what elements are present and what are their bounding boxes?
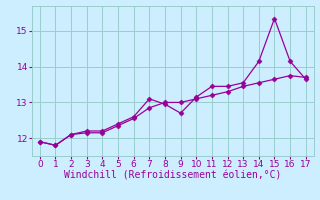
X-axis label: Windchill (Refroidissement éolien,°C): Windchill (Refroidissement éolien,°C) [64, 171, 282, 181]
